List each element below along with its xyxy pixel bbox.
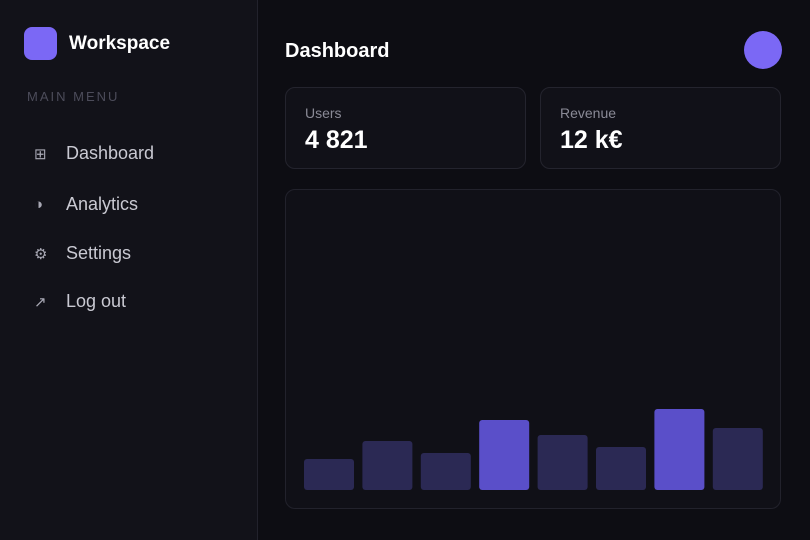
stat-value: 12 k€ xyxy=(560,126,623,154)
bar xyxy=(654,409,705,490)
stat-label: Users xyxy=(305,105,342,121)
section-label: MAIN MENU xyxy=(27,89,120,104)
brand: Workspace xyxy=(69,33,171,54)
icon: ◑ xyxy=(34,196,44,213)
bar xyxy=(420,453,471,490)
bar xyxy=(304,459,354,490)
menu-label: Dashboard xyxy=(66,143,155,163)
bar xyxy=(712,428,763,490)
menu-label: Settings xyxy=(66,243,132,263)
stat-card: Revenue 12 k€ xyxy=(540,87,781,169)
bar xyxy=(537,435,588,490)
bar xyxy=(479,420,530,490)
chart-panel xyxy=(285,189,781,509)
menu-label: Log out xyxy=(66,291,127,311)
logo xyxy=(24,27,57,60)
menu-label: Analytics xyxy=(66,194,139,214)
menu-item[interactable]: ⚙ Settings xyxy=(34,243,131,264)
bar xyxy=(362,441,413,490)
chart xyxy=(304,409,763,490)
icon: ⊞ xyxy=(34,145,47,163)
stat-card: Users 4 821 xyxy=(285,87,526,169)
stat-value: 4 821 xyxy=(305,126,368,154)
stat-label: Revenue xyxy=(560,105,617,121)
menu-item[interactable]: ⊞ Dashboard xyxy=(34,143,154,164)
icon: ↗ xyxy=(34,293,47,311)
menu-item[interactable]: ◑ Analytics xyxy=(34,194,138,215)
page-title: Dashboard xyxy=(285,40,390,62)
bar xyxy=(596,447,646,490)
sidebar: Workspace MAIN MENU ⊞ Dashboard ◑ Analytic… xyxy=(0,0,258,540)
avatar[interactable] xyxy=(744,31,782,69)
menu-item[interactable]: ↗ Log out xyxy=(34,291,126,312)
icon: ⚙ xyxy=(34,245,48,263)
